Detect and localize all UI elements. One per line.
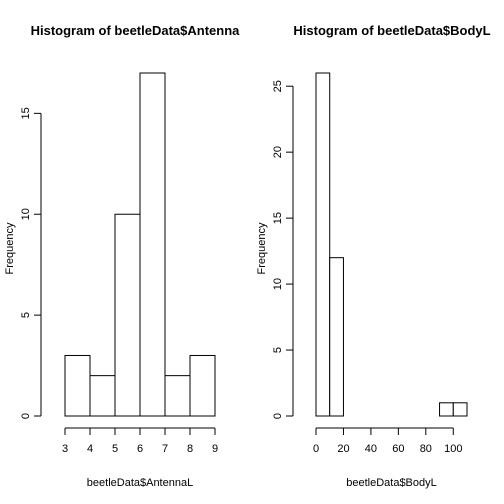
antenna-bar-1 (89, 375, 116, 417)
bodyl-bar-9 (439, 402, 454, 417)
antenna-bar-3 (139, 72, 166, 417)
antenna-histogram-title: Histogram of beetleData$Antenna (31, 23, 241, 38)
antenna-y-tick-label: 10 (20, 208, 32, 220)
bodyl-y-axis: 0 5 10 15 20 25 (272, 80, 294, 419)
antenna-bars (64, 72, 216, 417)
antenna-x-tick-label: 6 (137, 443, 143, 455)
antenna-x-tick-label: 5 (112, 443, 118, 455)
bodyl-bar-0 (315, 72, 331, 417)
bodyl-y-tick-label: 20 (272, 146, 284, 158)
antenna-y-tick-label: 0 (20, 413, 32, 419)
antenna-x-tick-label: 7 (162, 443, 168, 455)
bodyl-x-tick-label: 0 (313, 443, 319, 455)
antenna-x-tick-label: 3 (62, 443, 68, 455)
antenna-y-tick-label: 15 (20, 107, 32, 119)
bodyl-x-tick-label: 100 (444, 443, 462, 455)
antenna-x-tick-label: 8 (187, 443, 193, 455)
antenna-x-axis-label: beetleData$AntennaL (87, 477, 193, 489)
antenna-x-tick-label: 9 (212, 443, 218, 455)
antenna-bar-5 (189, 354, 216, 417)
bodyl-bar-10 (452, 402, 468, 417)
bodyl-y-tick-label: 10 (272, 278, 284, 290)
antenna-y-tick-label: 5 (20, 312, 32, 318)
antenna-bar-0 (64, 354, 91, 417)
bodyl-y-axis-label: Frequency (256, 222, 268, 274)
antenna-bar-4 (164, 375, 191, 417)
bodyl-histogram-title: Histogram of beetleData$BodyL (293, 23, 490, 38)
bodyl-bar-1 (329, 257, 344, 417)
bodyl-x-tick-label: 60 (392, 443, 404, 455)
bodyl-y-tick-label: 25 (272, 80, 284, 92)
bodyl-x-tick-label: 40 (365, 443, 377, 455)
bodyl-x-tick-label: 80 (420, 443, 432, 455)
bodyl-bars (315, 72, 468, 417)
antenna-x-axis: 3 4 5 6 7 8 9 (62, 427, 218, 455)
bodyl-x-axis: 0 20 40 60 80 100 (313, 427, 462, 455)
bodyl-y-tick-label: 0 (272, 413, 284, 419)
bodyl-y-tick-label: 5 (272, 347, 284, 353)
bodyl-y-tick-label: 15 (272, 212, 284, 224)
antenna-bar-2 (114, 213, 141, 417)
bodyl-histogram-panel: Histogram of beetleData$BodyL beetleData… (256, 23, 491, 489)
bodyl-x-axis-label: beetleData$BodyL (346, 477, 437, 489)
antenna-y-axis: 0 5 10 15 (20, 107, 42, 419)
antenna-x-tick-label: 4 (87, 443, 93, 455)
antenna-y-axis-label: Frequency (4, 222, 16, 274)
bodyl-x-tick-label: 20 (337, 443, 349, 455)
antenna-histogram-panel: Histogram of beetleData$Antenna beetleDa… (4, 23, 240, 489)
